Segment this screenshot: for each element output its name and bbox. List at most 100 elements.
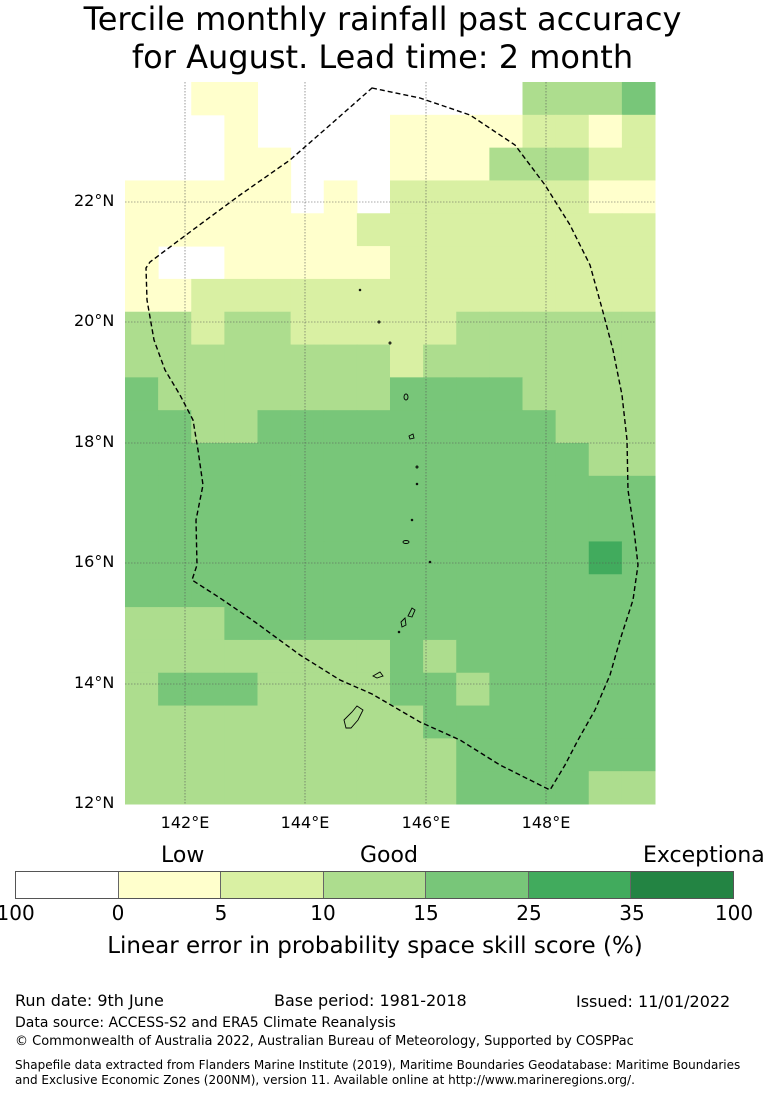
skill-cell <box>588 82 623 116</box>
skill-cell <box>621 672 656 707</box>
skill-cell <box>356 738 391 772</box>
skill-cell <box>125 180 159 214</box>
skill-cell <box>257 705 292 739</box>
skill-cell <box>257 639 292 674</box>
skill-cell <box>423 738 457 772</box>
skill-cell <box>621 705 656 739</box>
colorbar-segment <box>221 872 324 898</box>
skill-cell <box>423 475 457 510</box>
skill-cell <box>390 607 424 641</box>
skill-cell <box>555 147 590 181</box>
skill-cell <box>191 443 225 477</box>
skill-cell <box>224 705 259 739</box>
skill-cell <box>224 377 259 411</box>
skill-cell <box>290 443 325 477</box>
skill-cell <box>390 541 424 575</box>
skill-cell <box>356 574 391 608</box>
skill-cell <box>621 377 656 411</box>
skill-cell <box>125 771 159 805</box>
skill-cell <box>621 213 656 247</box>
skill-cell <box>489 672 524 707</box>
skill-cell <box>489 246 524 280</box>
skill-cell <box>257 443 292 477</box>
skill-cell <box>191 82 225 116</box>
skill-cell <box>158 574 192 608</box>
skill-cell <box>489 738 524 772</box>
skill-cell <box>489 475 524 510</box>
skill-cell <box>456 771 490 805</box>
skill-cell <box>158 705 192 739</box>
skill-cell <box>456 147 490 181</box>
colorbar-segment <box>323 872 427 898</box>
skill-cell <box>489 180 524 214</box>
skill-cell <box>224 508 259 542</box>
skill-cell <box>323 180 358 214</box>
skill-cell <box>290 574 325 608</box>
skill-cell <box>555 443 590 477</box>
legend-category-low: Low <box>161 843 205 868</box>
skill-cell <box>489 639 524 674</box>
skill-cell <box>621 278 656 313</box>
skill-cell <box>191 771 225 805</box>
skill-cell <box>423 541 457 575</box>
skill-cell <box>588 443 623 477</box>
skill-cell <box>621 82 656 116</box>
skill-cell <box>456 508 490 542</box>
skill-cell <box>522 475 557 510</box>
skill-cell <box>588 508 623 542</box>
skill-cell <box>390 213 424 247</box>
skill-cell <box>257 607 292 641</box>
eez-boundary <box>145 87 639 791</box>
skill-cell <box>522 311 557 346</box>
skill-cell <box>390 639 424 674</box>
skill-cell <box>125 213 159 247</box>
skill-cell <box>356 607 391 641</box>
skill-cell <box>191 607 225 641</box>
skill-cell <box>588 180 623 214</box>
skill-cell <box>423 639 457 674</box>
skill-cell <box>555 541 590 575</box>
skill-cell <box>323 738 358 772</box>
skill-cell <box>489 705 524 739</box>
skill-cell <box>158 278 192 313</box>
skill-cell <box>390 311 424 346</box>
skill-cell <box>191 475 225 510</box>
skill-cell <box>423 147 457 181</box>
skill-cell <box>224 672 259 707</box>
skill-cell <box>621 475 656 510</box>
skill-cell <box>621 311 656 346</box>
skill-cell <box>290 738 325 772</box>
colorbar-tick: 10 <box>310 901 336 925</box>
skill-cell <box>323 574 358 608</box>
skill-cell <box>588 705 623 739</box>
lat-label-22n: 22°N <box>74 191 115 210</box>
skill-cell <box>621 607 656 641</box>
skill-cell <box>555 771 590 805</box>
skill-cell <box>125 639 159 674</box>
skill-cell <box>323 541 358 575</box>
skill-cell <box>588 639 623 674</box>
lat-label-20n: 20°N <box>74 311 115 330</box>
map-title: Tercile monthly rainfall past accuracy f… <box>0 0 765 76</box>
skill-cell <box>125 410 159 444</box>
skill-cell <box>390 344 424 378</box>
skill-cell <box>522 82 557 116</box>
skill-cell <box>423 574 457 608</box>
skill-cell <box>588 114 623 149</box>
legend-category-good: Good <box>360 843 418 868</box>
skill-cell <box>588 771 623 805</box>
skill-cell <box>257 377 292 411</box>
skill-cell <box>257 541 292 575</box>
skill-cell <box>489 213 524 247</box>
skill-cell <box>125 607 159 641</box>
skill-cell <box>290 508 325 542</box>
skill-cell <box>323 213 358 247</box>
skill-cell <box>555 705 590 739</box>
skill-cell <box>257 410 292 444</box>
skill-cell <box>456 114 490 149</box>
skill-cell <box>522 574 557 608</box>
skill-cell <box>191 377 225 411</box>
skill-cell <box>224 771 259 805</box>
skill-cell <box>125 475 159 510</box>
skill-cell <box>323 508 358 542</box>
